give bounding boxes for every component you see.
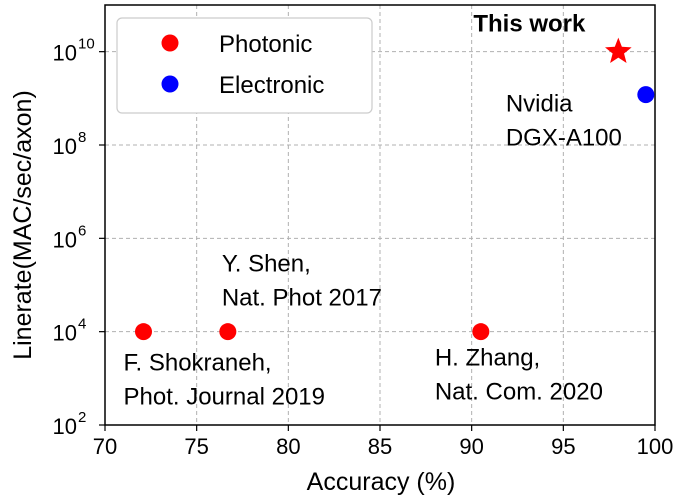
legend: Photonic Electronic bbox=[116, 17, 373, 114]
legend-box bbox=[116, 17, 373, 114]
y-tick-exponent: 8 bbox=[78, 129, 86, 146]
y-tick-exponent: 10 bbox=[78, 36, 95, 53]
point-label: Phot. Journal 2019 bbox=[124, 384, 325, 411]
y-tick-label: 10 4 bbox=[53, 316, 87, 346]
data-point bbox=[219, 323, 237, 341]
legend-label: Photonic bbox=[219, 31, 312, 58]
y-tick-label: 10 10 bbox=[53, 36, 95, 66]
point-label: Y. Shen, bbox=[222, 251, 311, 278]
point-label: This work bbox=[473, 11, 586, 38]
y-tick-label: 10 6 bbox=[53, 222, 87, 252]
x-tick-label: 85 bbox=[368, 434, 392, 459]
data-point bbox=[637, 86, 655, 104]
point-label: Nvidia bbox=[506, 91, 573, 118]
x-tick-label: 80 bbox=[276, 434, 300, 459]
legend-marker bbox=[161, 34, 179, 52]
legend-marker bbox=[161, 75, 179, 93]
y-axis-label: Linerate(MAC/sec/axon) bbox=[9, 90, 37, 360]
point-label: Nat. Phot 2017 bbox=[222, 285, 382, 312]
legend-label: Electronic bbox=[219, 72, 324, 99]
x-axis-ticks: 70 75 80 85 90 95 100 bbox=[93, 425, 674, 459]
y-tick-label: 10 8 bbox=[53, 129, 87, 159]
data-points bbox=[135, 37, 655, 341]
data-point bbox=[472, 323, 490, 341]
x-tick-label: 90 bbox=[459, 434, 483, 459]
point-label: H. Zhang, bbox=[435, 345, 540, 372]
x-tick-label: 100 bbox=[637, 434, 674, 459]
point-annotations: F. Shokraneh, Phot. Journal 2019 Y. Shen, N… bbox=[124, 11, 622, 411]
y-tick-exponent: 2 bbox=[78, 409, 86, 426]
point-label: Nat. Com. 2020 bbox=[435, 379, 603, 406]
x-tick-label: 75 bbox=[184, 434, 208, 459]
y-tick-exponent: 4 bbox=[78, 316, 86, 333]
x-tick-label: 70 bbox=[93, 434, 117, 459]
y-tick-base: 10 bbox=[53, 321, 77, 346]
point-label: DGX-A100 bbox=[506, 125, 622, 152]
y-tick-base: 10 bbox=[53, 41, 77, 66]
data-point bbox=[135, 323, 152, 341]
y-tick-label: 10 2 bbox=[53, 409, 87, 439]
y-tick-exponent: 6 bbox=[78, 222, 86, 239]
x-axis-label: Accuracy (%) bbox=[307, 468, 456, 496]
x-tick-label: 95 bbox=[551, 434, 575, 459]
y-tick-base: 10 bbox=[53, 414, 77, 439]
point-label: F. Shokraneh, bbox=[124, 350, 272, 377]
y-tick-base: 10 bbox=[53, 227, 77, 252]
y-tick-base: 10 bbox=[53, 134, 77, 159]
data-point-star bbox=[605, 37, 632, 63]
